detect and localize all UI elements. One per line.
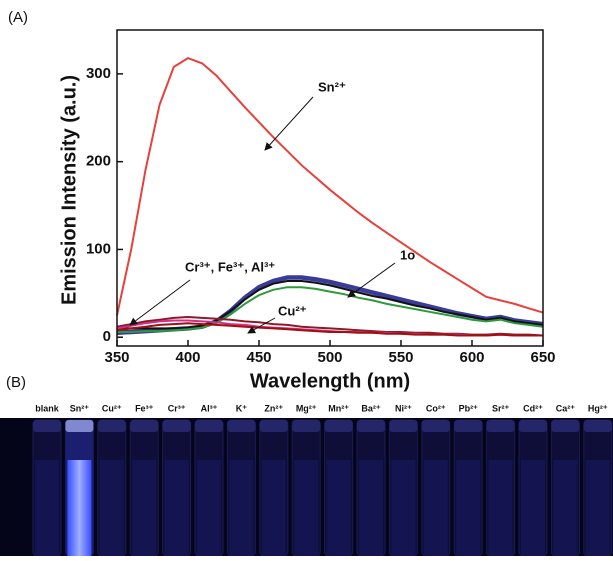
annotation: 1o: [400, 247, 415, 262]
vial-liquid: [585, 460, 610, 556]
annotation-arrow: [247, 317, 276, 334]
x-tick-label: 600: [459, 349, 484, 366]
x-tick-label: 500: [317, 349, 342, 366]
vial-cap: [130, 420, 159, 432]
vial-label: Cr³⁺: [168, 403, 186, 413]
x-tick-label: 400: [175, 349, 200, 366]
vial-liquid: [326, 460, 351, 556]
vial-label: Ca²⁺: [556, 403, 576, 413]
annotation-arrow: [264, 96, 314, 151]
vial-label: Mn²⁺: [328, 403, 349, 413]
x-axis-title: Wavelength (nm): [250, 370, 410, 392]
vial-liquid: [261, 460, 286, 556]
y-tick-label: 200: [86, 153, 111, 170]
vial-liquid: [391, 460, 416, 556]
vial-label: Hg²⁺: [588, 403, 608, 413]
annotation-arrow: [129, 279, 191, 326]
vial-cap: [454, 420, 483, 432]
vial-label: Sn²⁺: [70, 403, 89, 413]
vial-label: Al³⁺: [201, 403, 218, 413]
vial-label: Fe³⁺: [135, 403, 154, 413]
series-line: [117, 280, 544, 330]
vial-cap: [486, 420, 515, 432]
vial-liquid: [488, 460, 513, 556]
vial-cap: [324, 420, 353, 432]
series-line: [116, 56, 544, 316]
panel-label: (B): [6, 374, 26, 391]
vial-cap: [227, 420, 256, 432]
vial-cap: [583, 420, 612, 432]
vial-liquid: [67, 460, 92, 556]
vial-liquid: [132, 460, 157, 556]
series-line: [117, 286, 544, 333]
vial-label: Cu²⁺: [102, 403, 122, 413]
vial-liquid: [423, 460, 448, 556]
vial-label: Mg²⁺: [296, 403, 317, 413]
annotation: Cr³⁺, Fe³⁺, Al³⁺: [185, 259, 275, 274]
vial-liquid: [456, 460, 481, 556]
vial-cap: [421, 420, 450, 432]
x-tick-label: 450: [246, 349, 271, 366]
annotation: Cu²⁺: [278, 303, 307, 318]
plot-frame: [116, 29, 544, 347]
vial-label: blank: [35, 403, 60, 413]
vial-liquid: [553, 460, 578, 556]
vial-liquid: [35, 460, 59, 556]
vial-cap: [357, 420, 385, 432]
y-tick-label: 300: [86, 65, 111, 82]
vial-cap: [259, 420, 288, 432]
vial-cap: [292, 420, 321, 432]
vial-label: Cd²⁺: [523, 403, 543, 413]
vial-label: Ba²⁺: [361, 403, 381, 413]
y-axis-title: Emission Intensity (a.u.): [58, 75, 80, 305]
vial-label: Pb²⁺: [459, 403, 478, 413]
vial-label: Ni²⁺: [395, 403, 412, 413]
vial-cap: [162, 420, 191, 432]
x-tick-label: 350: [104, 349, 129, 366]
annotation: Sn²⁺: [318, 79, 346, 94]
vial-liquid: [197, 460, 221, 556]
vial-label: Co²⁺: [426, 403, 446, 413]
vial-liquid: [99, 460, 124, 556]
vial-liquid: [229, 460, 254, 556]
vial-cap: [519, 420, 547, 432]
vial-cap: [65, 420, 94, 432]
vial-label: Sr²⁺: [492, 403, 510, 413]
annotation-arrow: [347, 262, 396, 298]
vial-liquid: [164, 460, 189, 556]
vial-liquid: [294, 460, 319, 556]
vial-liquid: [521, 460, 545, 556]
panel-label: (A): [8, 9, 28, 26]
vial-liquid: [359, 460, 383, 556]
y-tick-label: 100: [86, 240, 111, 257]
vial-cap: [195, 420, 223, 432]
x-tick-label: 650: [530, 349, 555, 366]
x-tick-label: 550: [388, 349, 413, 366]
vial-cap: [551, 420, 580, 432]
series-line: [116, 322, 543, 337]
y-tick-label: 0: [103, 328, 111, 345]
vial-cap: [389, 420, 418, 432]
vial-label: Zn²⁺: [264, 403, 283, 413]
vial-cap: [33, 420, 61, 432]
vial-cap: [97, 420, 126, 432]
vial-label: K⁺: [236, 403, 247, 413]
